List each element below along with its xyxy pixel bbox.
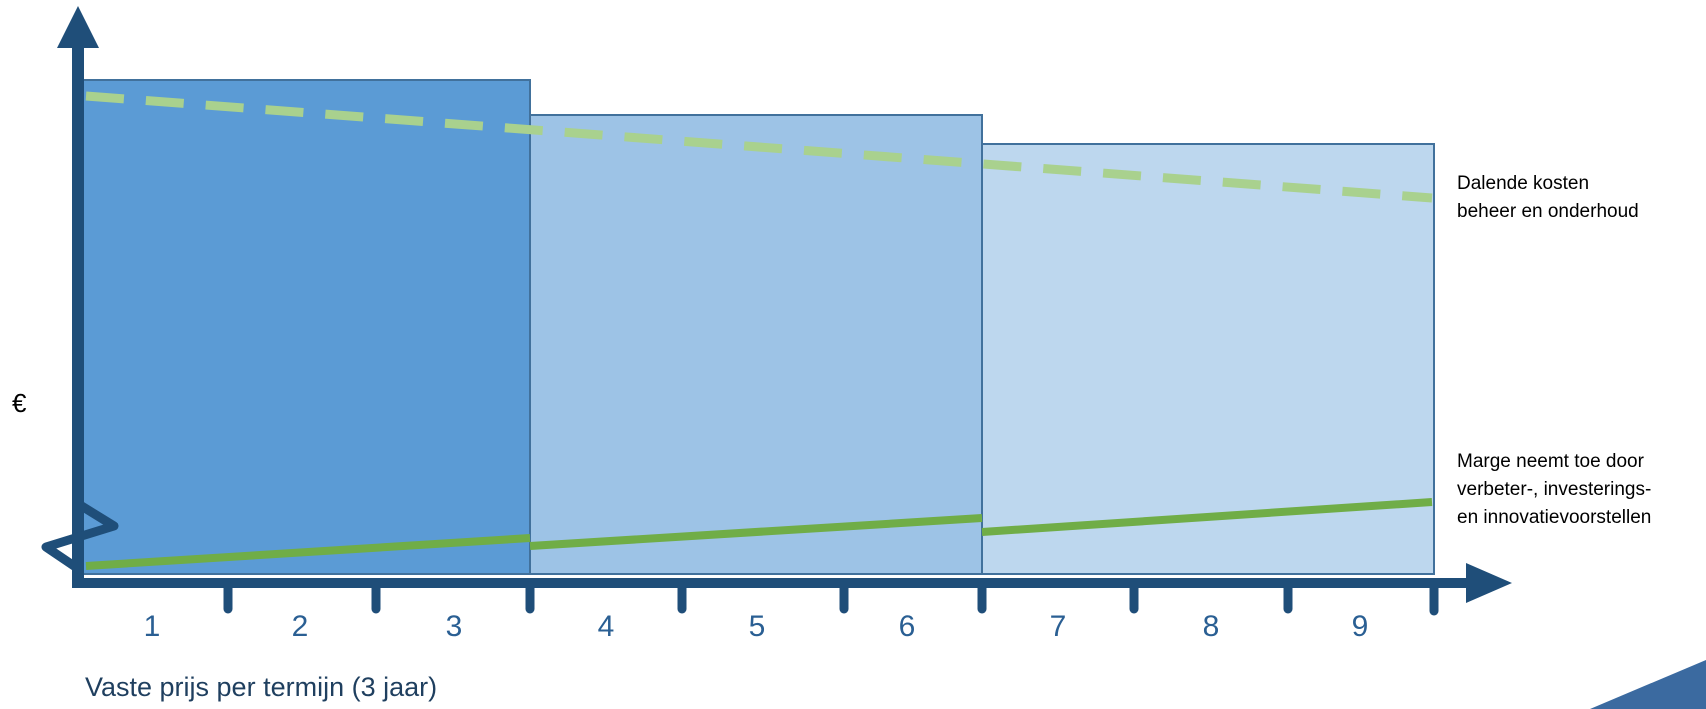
y-axis-arrowhead <box>57 6 99 48</box>
tick-label-3: 3 <box>445 610 463 643</box>
y-axis-label: € <box>12 388 27 418</box>
margin-line-term-2 <box>529 514 983 550</box>
tick-label-5: 5 <box>748 610 766 643</box>
margin-annotation-line-1: Marge neemt toe door <box>1457 451 1644 472</box>
tick-label-4: 4 <box>597 610 615 643</box>
tick-label-6: 6 <box>898 610 916 643</box>
corner-decoration <box>1590 660 1706 709</box>
margin-annotation: Marge neemt toe door verbeter-, invester… <box>1457 448 1651 532</box>
tick-label-7: 7 <box>1049 610 1067 643</box>
margin-line-term-1 <box>85 534 531 570</box>
x-axis-title: Vaste prijs per termijn (3 jaar) <box>85 672 438 702</box>
margin-annotation-line-2: verbeter-, investerings- <box>1457 479 1652 500</box>
tick-label-2: 2 <box>291 610 309 643</box>
margin-annotation-line-3: en innovatievoorstellen <box>1457 507 1652 528</box>
cost-annotation-line-1: Dalende kosten <box>1457 173 1590 194</box>
term-block-1 <box>79 79 531 575</box>
cost-line <box>85 91 1433 203</box>
x-axis-arrowhead <box>1466 563 1512 603</box>
cost-annotation: Dalende kosten beheer en onderhoud <box>1457 170 1639 226</box>
x-axis-ticks <box>223 581 1439 616</box>
term-block-3 <box>981 143 1435 575</box>
tick-label-9: 9 <box>1351 610 1369 643</box>
term-block-2 <box>529 114 983 575</box>
axis-break-symbol <box>41 501 119 574</box>
cost-annotation-line-2: beheer en onderhoud <box>1457 201 1639 222</box>
margin-line-term-3 <box>981 498 1433 536</box>
tick-label-8: 8 <box>1202 610 1220 643</box>
tick-label-1: 1 <box>143 610 161 643</box>
